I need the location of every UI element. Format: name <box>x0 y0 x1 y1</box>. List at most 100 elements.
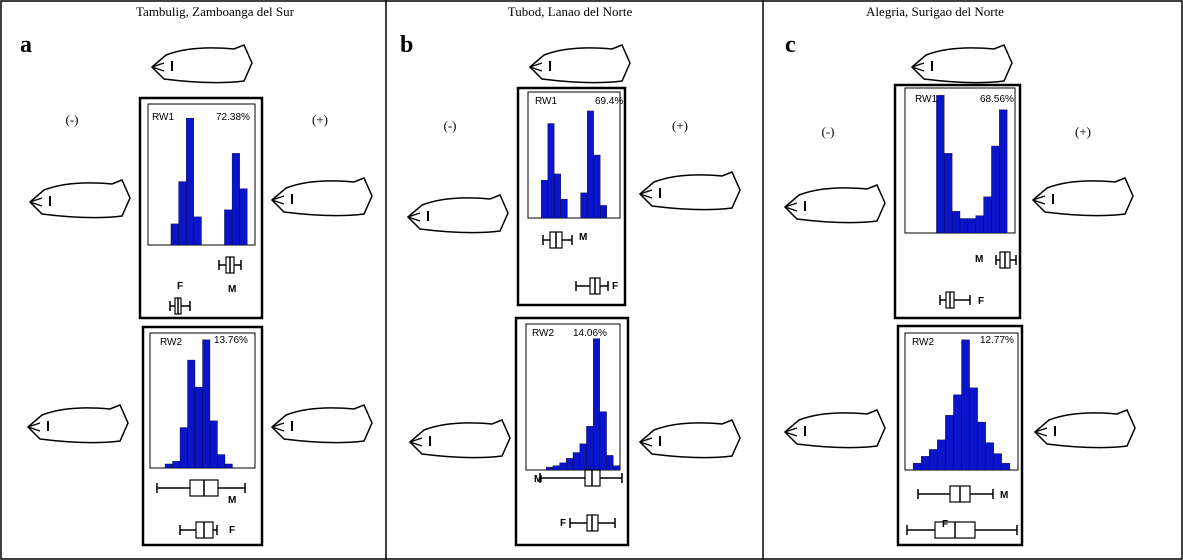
sex-label: M <box>1000 490 1008 501</box>
shape-outline <box>911 44 1013 84</box>
histogram-frame <box>514 316 630 547</box>
histogram-bar <box>606 455 614 471</box>
sex-label: F <box>612 281 618 292</box>
histogram-bar <box>969 387 978 471</box>
sex-label: F <box>229 525 235 536</box>
histogram-bar <box>945 415 954 471</box>
histogram-bar <box>953 394 962 471</box>
sex-label: M <box>228 284 236 295</box>
plus-label: (+) <box>672 118 688 133</box>
histogram-bar <box>231 153 240 246</box>
histogram-bar <box>912 462 922 471</box>
histogram-bar <box>920 456 930 471</box>
panel-title: Alegria, Surigao del Norte <box>866 4 1004 19</box>
panel-title: Tubod, Lanao del Norte <box>508 4 633 19</box>
histogram-bar <box>547 123 555 219</box>
rw-label: RW1 <box>915 94 937 105</box>
histogram-bar <box>586 110 594 219</box>
histogram-bar <box>580 192 588 219</box>
variance-label: 14.06% <box>573 328 607 339</box>
shape-outline <box>1032 177 1134 217</box>
histogram-bar <box>991 145 1000 234</box>
histogram-frame <box>896 324 1024 547</box>
shape-outline <box>271 177 373 217</box>
variance-label: 13.76% <box>214 335 248 346</box>
histogram-bar <box>179 427 188 469</box>
minus-label: (-) <box>822 124 835 139</box>
shape-outline <box>639 419 741 459</box>
histogram-bar <box>959 218 969 234</box>
shape-outline <box>407 194 509 234</box>
histogram-bar <box>937 439 946 471</box>
histogram-bar <box>552 465 560 471</box>
histogram-bar <box>613 465 621 471</box>
panel-title: Tambulig, Zamboanga del Sur <box>136 4 295 19</box>
histogram-bar <box>186 117 195 246</box>
shape-outline <box>271 404 373 444</box>
shape-outline <box>27 404 129 444</box>
sex-label: F <box>978 296 984 307</box>
histogram-bar <box>944 153 953 234</box>
variance-label: 72.38% <box>216 112 250 123</box>
histogram-bar <box>951 211 961 234</box>
histogram-bar <box>961 339 970 471</box>
histogram-frame <box>893 83 1022 320</box>
sex-label: M <box>579 232 587 243</box>
histogram-bar <box>540 180 548 219</box>
histogram-bar <box>600 205 608 219</box>
histogram-bar <box>194 386 203 469</box>
shape-outline <box>784 409 886 449</box>
rw-label: RW2 <box>160 337 182 348</box>
panel-letter: a <box>20 32 32 58</box>
variance-label: 68.56% <box>980 94 1014 105</box>
shape-outline <box>151 44 253 84</box>
histogram-bar <box>936 95 945 234</box>
histogram-bar <box>178 181 187 246</box>
sex-label: M <box>228 495 236 506</box>
shape-outline <box>409 419 511 459</box>
sex-label: M <box>975 254 983 265</box>
variance-label: 69.4% <box>595 96 623 107</box>
histogram-bar <box>545 466 554 471</box>
variance-label: 12.77% <box>980 335 1014 346</box>
histogram-bar <box>170 223 179 246</box>
histogram-bar <box>559 462 567 471</box>
histogram-bar <box>1001 462 1011 471</box>
histogram-bar <box>209 420 218 469</box>
histogram-bar <box>572 452 580 471</box>
histogram-frame <box>516 86 627 307</box>
rw-label: RW1 <box>152 112 174 123</box>
histogram-bar <box>164 463 173 469</box>
shape-outline <box>1034 409 1136 449</box>
rw-label: RW2 <box>532 328 554 339</box>
shape-outline <box>529 44 631 84</box>
histogram-bar <box>977 421 986 471</box>
histogram-bar <box>983 196 992 234</box>
histogram-bar <box>592 338 601 471</box>
panel-letter: b <box>400 32 413 58</box>
plus-label: (+) <box>312 112 328 127</box>
histogram-bar <box>975 215 984 234</box>
histogram-bar <box>217 454 226 469</box>
sex-label: M <box>534 474 542 485</box>
histogram-bar <box>193 216 202 246</box>
sex-label: F <box>942 519 948 530</box>
histogram-bar <box>579 443 587 471</box>
histogram-bar <box>593 154 601 219</box>
histogram-bar <box>566 458 574 471</box>
histogram-frame <box>141 325 264 547</box>
histogram-bar <box>187 359 196 469</box>
histogram-bar <box>560 198 568 219</box>
plus-label: (+) <box>1075 124 1091 139</box>
shape-outline <box>784 184 886 224</box>
histogram-bar <box>586 426 594 471</box>
shape-outline <box>29 179 131 219</box>
histogram-bar <box>224 463 233 469</box>
histogram-bar <box>239 188 248 246</box>
histogram-bar <box>999 109 1008 234</box>
sex-label: F <box>177 281 183 292</box>
histogram-bar <box>993 453 1003 471</box>
histogram-bar <box>985 442 994 471</box>
histogram-bar <box>554 173 562 219</box>
